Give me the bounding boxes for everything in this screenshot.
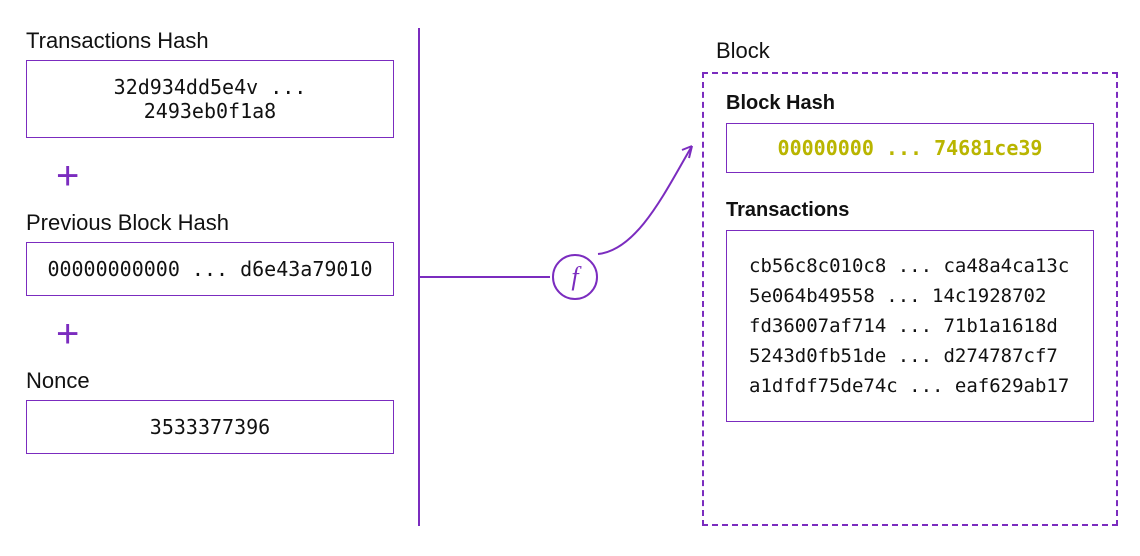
horizontal-connector-line xyxy=(420,276,550,278)
transactions-label: Transactions xyxy=(726,199,1094,222)
arrow-to-block-hash xyxy=(598,130,702,270)
transaction-row: fd36007af714 ... 71b1a1618d xyxy=(749,315,1071,337)
inputs-column: Transactions Hash 32d934dd5e4v ... 2493e… xyxy=(26,28,394,454)
block-container: Block Hash 00000000 ... 74681ce39 Transa… xyxy=(702,72,1118,526)
block-hash-label: Block Hash xyxy=(726,92,1094,115)
block-label: Block xyxy=(712,38,774,64)
transaction-row: 5e064b49558 ... 14c1928702 xyxy=(749,285,1071,307)
function-node: f xyxy=(552,254,598,300)
nonce-box: 3533377396 xyxy=(26,400,394,454)
transactions-hash-label: Transactions Hash xyxy=(26,28,394,54)
plus-icon: + xyxy=(26,314,394,354)
plus-icon: + xyxy=(26,156,394,196)
previous-block-hash-label: Previous Block Hash xyxy=(26,210,394,236)
transaction-row: cb56c8c010c8 ... ca48a4ca13c xyxy=(749,255,1071,277)
nonce-label: Nonce xyxy=(26,368,394,394)
transaction-row: a1dfdf75de74c ... eaf629ab17 xyxy=(749,375,1071,397)
block-hash-box: 00000000 ... 74681ce39 xyxy=(726,123,1094,173)
transaction-row: 5243d0fb51de ... d274787cf7 xyxy=(749,345,1071,367)
transactions-hash-box: 32d934dd5e4v ... 2493eb0f1a8 xyxy=(26,60,394,138)
previous-block-hash-box: 00000000000 ... d6e43a79010 xyxy=(26,242,394,296)
transactions-box: cb56c8c010c8 ... ca48a4ca13c 5e064b49558… xyxy=(726,230,1094,422)
